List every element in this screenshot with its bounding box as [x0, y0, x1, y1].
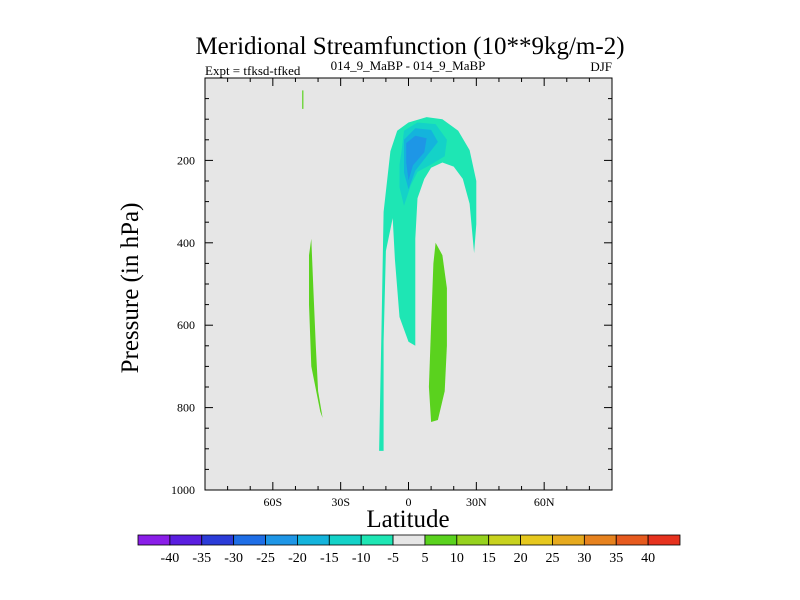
- colorbar-box: [392, 534, 426, 546]
- colorbar-box: [583, 534, 617, 546]
- colorbar-box: [424, 534, 458, 546]
- y-axis-label: Pressure (in hPa): [117, 203, 144, 374]
- colorbar-label: -30: [224, 551, 243, 566]
- colorbar-label: 25: [545, 551, 559, 566]
- colorbar-label: -25: [256, 551, 275, 566]
- contour-sh-positive-branch: [309, 238, 323, 418]
- y-tick-label: 200: [177, 153, 195, 167]
- y-tick-label: 1000: [171, 483, 195, 497]
- plot-area: [205, 78, 612, 490]
- contour-core-minus-20: [406, 135, 427, 181]
- colorbar: -40 -35 -30 -25 -20 -15 -10 -5 5 10 15 20 25 30 35 40: [137, 534, 681, 566]
- axes: 60S 30S 0 30N 60N 200 400 600 800 1000: [171, 77, 613, 509]
- colorbar-label: 20: [514, 551, 528, 566]
- colorbar-label: -20: [288, 551, 307, 566]
- colorbar-label: 40: [641, 551, 655, 566]
- colorbar-label: -35: [192, 551, 211, 566]
- colorbar-box: [520, 534, 553, 546]
- right-string: DJF: [590, 59, 612, 74]
- colorbar-box: [488, 534, 521, 546]
- colorbar-label: 10: [450, 551, 464, 566]
- colorbar-label: -10: [352, 551, 371, 566]
- left-string: Expt = tfksd-tfked: [205, 63, 301, 78]
- contour-eq-positive-branch: [428, 242, 447, 422]
- colorbar-label: -15: [320, 551, 339, 566]
- colorbar-label: -5: [387, 551, 399, 566]
- colorbar-label: 35: [609, 551, 623, 566]
- x-tick-label: 60S: [263, 495, 282, 509]
- colorbar-box: [297, 534, 330, 546]
- y-tick-label: 800: [177, 401, 195, 415]
- contour-upper-positive-sliver: [302, 90, 304, 109]
- colorbar-label: 15: [482, 551, 496, 566]
- colorbar-label: 30: [577, 551, 591, 566]
- y-tick-label: 400: [177, 236, 195, 250]
- center-string: 014_9_MaBP - 014_9_MaBP: [331, 58, 486, 73]
- colorbar-box: [328, 534, 362, 546]
- colorbar-box: [201, 534, 235, 546]
- y-tick-label: 600: [177, 318, 195, 332]
- colorbar-box: [137, 534, 171, 546]
- colorbar-box: [233, 534, 266, 546]
- colorbar-box: [169, 534, 203, 546]
- colorbar-label: -40: [161, 551, 180, 566]
- colorbar-box: [456, 534, 490, 546]
- x-tick-label: 30S: [331, 495, 350, 509]
- x-axis-label: Latitude: [366, 506, 449, 533]
- colorbar-box: [552, 534, 585, 546]
- colorbar-box: [360, 534, 394, 546]
- x-tick-label: 30N: [466, 495, 487, 509]
- colorbar-box: [265, 534, 298, 546]
- colorbar-label: 5: [421, 551, 428, 566]
- x-tick-label: 60N: [534, 495, 555, 509]
- colorbar-box: [647, 534, 681, 546]
- chart-title: Meridional Streamfunction (10**9kg/m-2): [195, 33, 624, 60]
- x-tick-label: 0: [406, 495, 412, 509]
- colorbar-box: [615, 534, 649, 546]
